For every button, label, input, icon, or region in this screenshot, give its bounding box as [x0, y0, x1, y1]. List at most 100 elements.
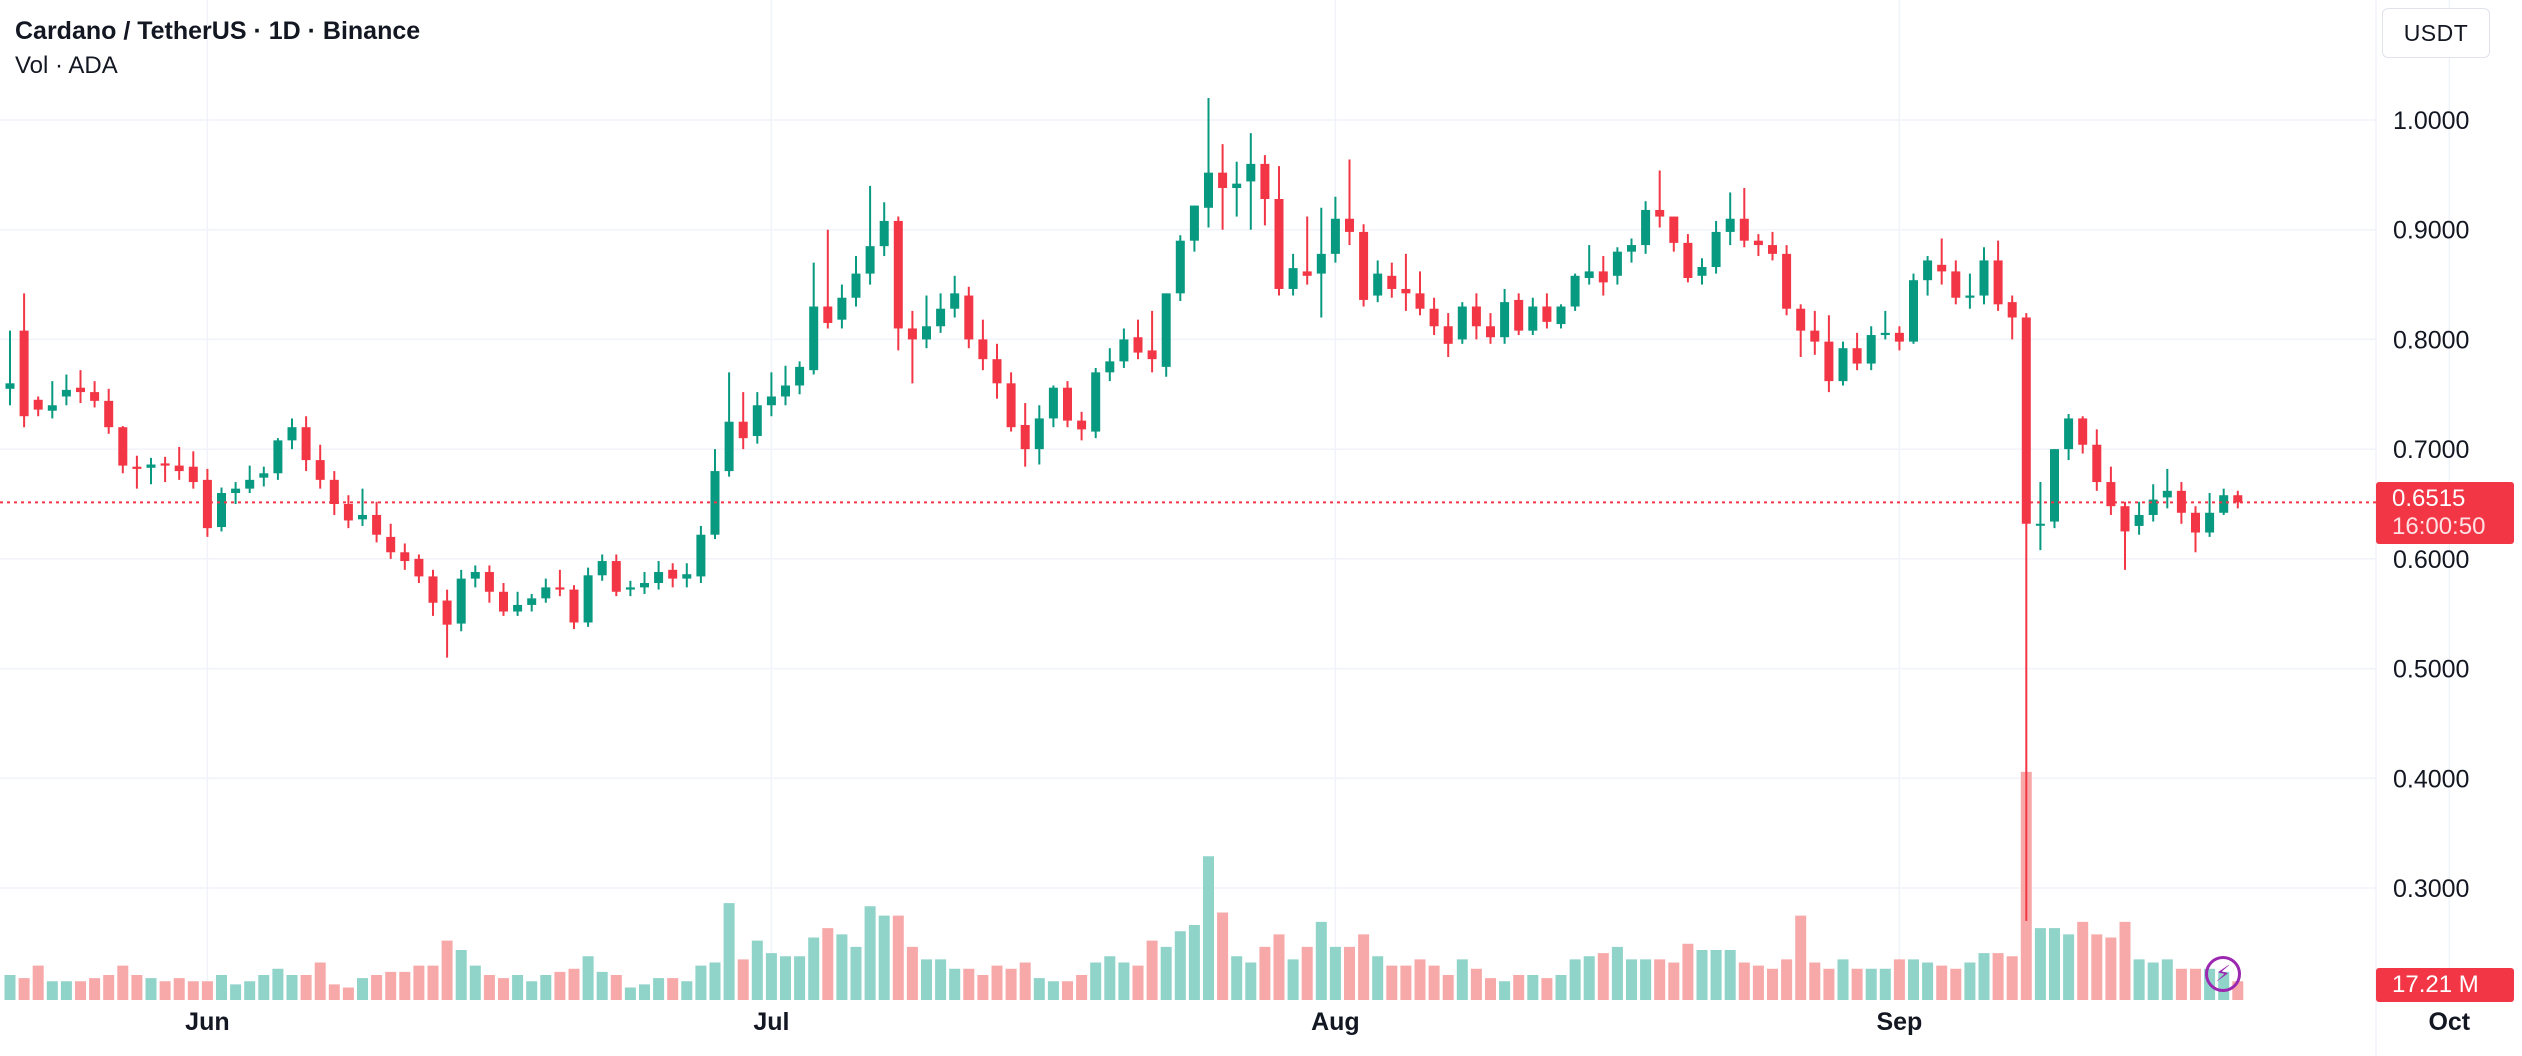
candle-body [2007, 302, 2017, 318]
candle-body [738, 421, 748, 439]
volume-bar [1442, 975, 1454, 1000]
candle-body [1330, 218, 1340, 254]
volume-bar [2034, 928, 2046, 1000]
volume-bar [836, 934, 848, 1000]
volume-bar [1795, 915, 1807, 1000]
candle-body [470, 572, 480, 579]
volume-bar [1513, 975, 1525, 1000]
candle-body [1514, 299, 1524, 331]
volume-bar [18, 978, 30, 1000]
volume-bar [1203, 856, 1214, 1000]
candle-body [1077, 420, 1087, 430]
candle-body [1020, 425, 1030, 450]
candle-body [823, 306, 833, 323]
volume-bar [371, 975, 383, 1000]
volume-bar [639, 984, 650, 1000]
candle-body [1288, 268, 1298, 289]
last-price-label: 0.6515 16:00:50 [2376, 482, 2514, 545]
time-axis[interactable]: JunJulAugSepOctNov [185, 1008, 2522, 1036]
volume-bar [667, 978, 679, 1000]
price-axis[interactable]: 1.0000 0.9000 0.8000 0.7000 0.6000 0.5000 0.40… [2393, 107, 2469, 903]
candle-body [2191, 512, 2200, 533]
volume-bar [1386, 965, 1398, 1000]
candle-body [1796, 308, 1806, 331]
volume-bar [89, 978, 101, 1000]
candle-body [273, 440, 283, 474]
volume-bar [737, 959, 749, 1000]
candle-body [61, 389, 71, 397]
volume-bar [4, 975, 16, 1000]
candle-body [1542, 306, 1552, 322]
volume-bar [1005, 968, 1017, 1000]
candle-body [76, 387, 85, 393]
candle-body [583, 575, 593, 623]
candle-body [809, 306, 819, 371]
candle-body [1768, 245, 1777, 254]
volume-bar [794, 956, 806, 1000]
candle-body [414, 558, 424, 577]
volume-bar [935, 959, 947, 1000]
candle-body [287, 427, 297, 441]
currency-button[interactable]: USDT [2382, 8, 2490, 58]
candle-body [484, 572, 494, 592]
volume-bar [1104, 956, 1116, 1000]
lightning-icon[interactable]: ⚡ [2205, 956, 2241, 992]
volume-bar [1767, 968, 1778, 1000]
volume-bar [723, 903, 735, 1000]
symbol-title[interactable]: Cardano / TetherUS · 1D · Binance [15, 17, 421, 45]
volume-bar [455, 950, 467, 1000]
candle-body [1612, 251, 1622, 276]
volume-bar [1569, 959, 1581, 1000]
volume-bar [2091, 934, 2103, 1000]
candle-body [1373, 273, 1383, 296]
candle-body [781, 385, 790, 397]
candle-body [1218, 172, 1228, 189]
candle-body [2092, 444, 2102, 483]
volume-bar [1287, 959, 1299, 1000]
volume-bar [582, 956, 594, 1000]
candle-body [2219, 495, 2229, 513]
candle-body [1782, 253, 1792, 309]
y-tick-label: 1.0000 [2393, 107, 2469, 135]
y-tick-label: 0.7000 [2393, 436, 2469, 464]
volume-bar [1344, 946, 1355, 1000]
volume-bar [1908, 959, 1919, 1000]
volume-bar [258, 975, 270, 1000]
volume-bar [2175, 968, 2187, 1000]
volume-bar [159, 981, 171, 1000]
volume-legend[interactable]: Vol · ADA [15, 52, 118, 80]
candle-body [2120, 506, 2130, 532]
candle-body [1401, 288, 1411, 294]
candle-body [1246, 163, 1256, 182]
candle-body [724, 421, 734, 472]
candle-body [1810, 330, 1820, 342]
volume-bar [46, 981, 58, 1000]
volume-bar [892, 915, 904, 1000]
candle-body [1584, 271, 1594, 278]
candle-body [1909, 280, 1918, 342]
candle-body [1894, 332, 1904, 342]
candle-body [555, 587, 565, 590]
volume-bar [1696, 950, 1708, 1000]
volume-bar [1752, 965, 1764, 1000]
volume-bar [1992, 953, 2004, 1000]
volume-bar [498, 978, 509, 1000]
volume-bar [1400, 965, 1412, 1000]
candle-body [1641, 209, 1651, 246]
candle-body [851, 273, 861, 298]
candle-body [2162, 490, 2172, 498]
volume-bar [1428, 965, 1440, 1000]
volume-bar [131, 975, 143, 1000]
candle-body [795, 366, 805, 386]
volume-bar [1964, 962, 1976, 1000]
candle-body [202, 479, 212, 529]
candle-body [1063, 387, 1072, 421]
candle-body [1457, 306, 1467, 340]
x-tick-label: Sep [1876, 1008, 1922, 1036]
volume-bar [342, 987, 354, 1000]
candle-body [231, 488, 241, 494]
candle-body [640, 582, 649, 588]
volume-bar [483, 975, 495, 1000]
volume-bar [1372, 956, 1384, 1000]
